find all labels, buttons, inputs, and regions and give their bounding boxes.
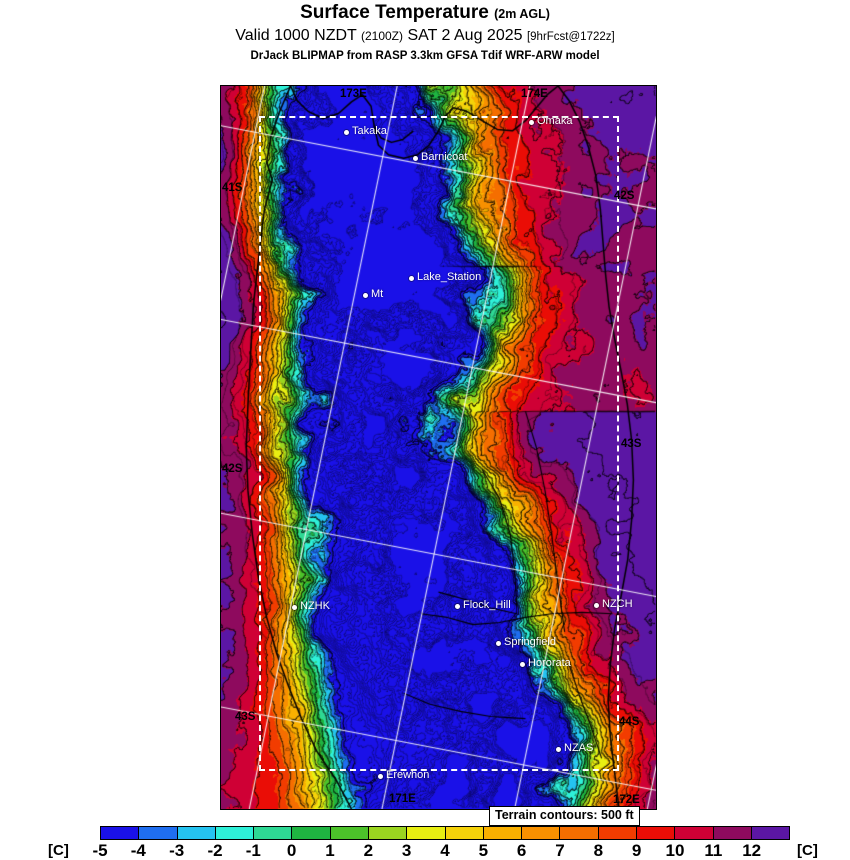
forecast-hour: [9hrFcst@1722z] [526, 31, 615, 43]
colorbar-tick: 12 [742, 841, 762, 860]
colorbar-tick: 2 [363, 841, 374, 860]
colorbar-swatch [367, 827, 407, 839]
colorbar-swatch [406, 827, 445, 839]
colorbar-swatch [712, 827, 751, 839]
valid-time-line: Valid 1000 NZDT (2100Z) SAT 2 Aug 2025 [… [0, 25, 850, 48]
terrain-contour-legend: Terrain contours: 500 ft [489, 806, 640, 826]
colorbar-swatch [674, 827, 713, 839]
colorbar-tick: 4 [440, 841, 450, 860]
colorbar-swatch [329, 827, 368, 839]
colorbar-swatch [253, 827, 292, 839]
colorbar-tick: 1 [325, 841, 335, 860]
colorbar-tick: 3 [401, 841, 412, 860]
temperature-field-raster [221, 86, 656, 809]
colorbar-tick: 8 [593, 841, 604, 860]
colorbar-tick: -4 [130, 841, 146, 860]
colorbar-swatch [559, 827, 598, 839]
colorbar-tick: -3 [169, 841, 185, 860]
colorbar-swatch [482, 827, 522, 839]
colorbar-area: [C] [C] -5 -4 -3 -2 -1 0 1 2 3 4 5 6 7 8 9 10 11 12 [0, 824, 850, 860]
title-main: Surface Temperature [300, 2, 489, 23]
forecast-map[interactable]: 173E 174E 41S 42S 42S 43S 43S 44S 171E 172E Takaka… [220, 85, 657, 810]
colorbar-swatch [444, 827, 483, 839]
model-source-line: DrJack BLIPMAP from RASP 3.3km GFSA Tdif… [250, 50, 600, 62]
colorbar-swatch [750, 827, 790, 839]
colorbar-tick: 10 [665, 841, 685, 860]
valid-date: SAT 2 Aug 2025 [407, 27, 523, 44]
colorbar-swatch [291, 827, 330, 839]
colorbar-tick: -2 [207, 841, 223, 860]
title-sub: (2m AGL) [494, 7, 550, 21]
colorbar-tick: 0 [286, 841, 297, 860]
colorbar-tick: -1 [245, 841, 261, 860]
valid-utc: (2100Z) [360, 29, 403, 43]
colorbar-tick: 11 [704, 841, 723, 860]
colorbar-tick: -5 [92, 841, 108, 860]
colorbar-swatch [521, 827, 560, 839]
colorbar-swatch [214, 827, 254, 839]
colorbar-tick: 7 [555, 841, 565, 860]
valid-local: Valid 1000 NZDT [235, 27, 357, 44]
colorbar-unit-left: [C] [48, 842, 69, 859]
title-block: Surface Temperature (2m AGL) Valid 1000 … [0, 2, 850, 64]
colorbar-swatch [176, 827, 215, 839]
colorbar [100, 826, 790, 840]
colorbar-unit-right: [C] [797, 842, 818, 859]
colorbar-tick: 5 [478, 841, 489, 860]
colorbar-swatch [635, 827, 675, 839]
page-title: Surface Temperature (2m AGL) [0, 2, 850, 25]
colorbar-swatch [597, 827, 636, 839]
colorbar-swatch [138, 827, 177, 839]
colorbar-tick: 9 [631, 841, 642, 860]
colorbar-swatch [101, 827, 139, 839]
colorbar-tick: 6 [516, 841, 527, 860]
